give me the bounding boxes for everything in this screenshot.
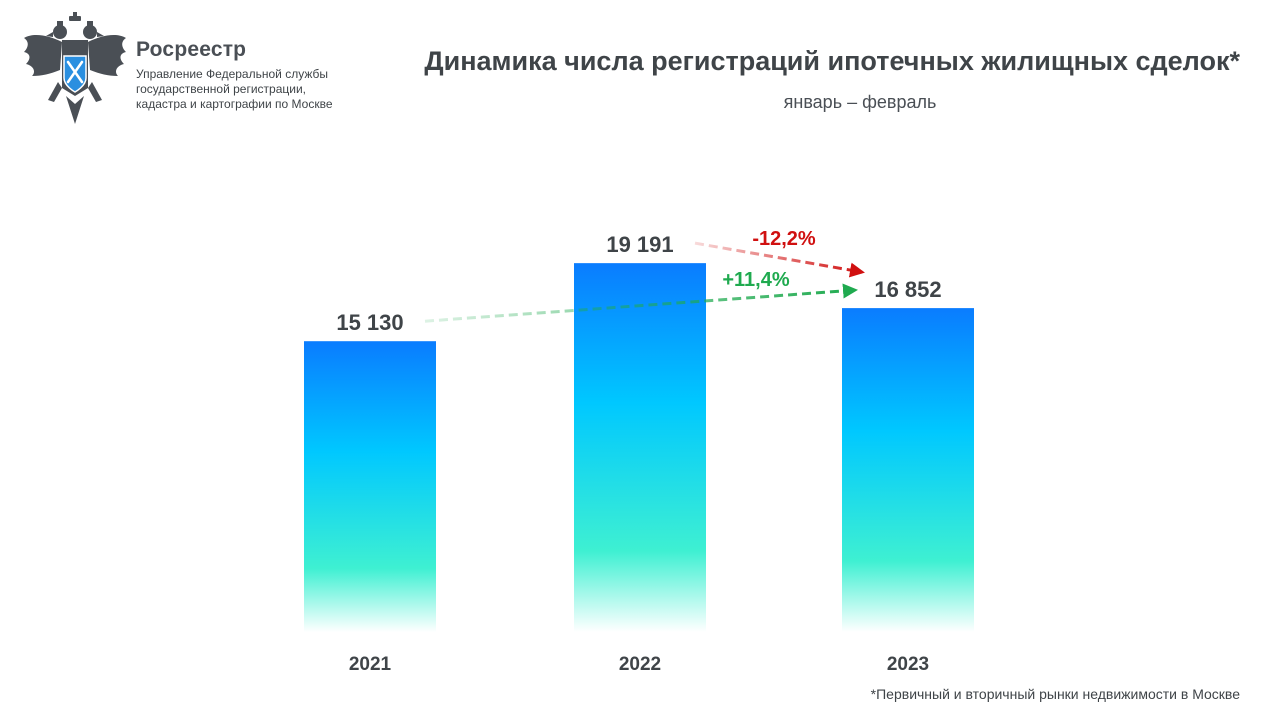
page-subtitle: январь – февраль xyxy=(783,92,937,112)
value-label-2023: 16 852 xyxy=(874,277,941,302)
value-label-2022: 19 191 xyxy=(606,232,673,257)
brand-name: Росреестр xyxy=(136,38,247,61)
brand-block: Росреестр Управление Федеральной службы … xyxy=(136,38,376,112)
rosreestr-eagle-logo xyxy=(24,12,126,124)
category-label-2021: 2021 xyxy=(349,654,392,675)
brand-line-2: государственной регистрации, xyxy=(136,82,306,96)
category-label-2022: 2022 xyxy=(619,654,661,675)
value-label-2021: 15 130 xyxy=(336,310,403,335)
brand-line-1: Управление Федеральной службы xyxy=(136,67,328,81)
category-label-2023: 2023 xyxy=(887,654,929,675)
increase-arrow xyxy=(424,283,858,323)
page-title: Динамика числа регистраций ипотечных жил… xyxy=(424,46,1240,76)
decrease-percent-label: -12,2% xyxy=(752,228,816,250)
decrease-arrow xyxy=(694,241,865,278)
increase-percent-label: +11,4% xyxy=(722,269,790,291)
bar-2022 xyxy=(574,263,706,632)
bar-2021 xyxy=(304,341,436,632)
bar-2023 xyxy=(842,308,974,632)
footnote: *Первичный и вторичный рынки недвижимост… xyxy=(870,686,1240,702)
brand-description: Управление Федеральной службы государств… xyxy=(136,67,376,112)
brand-line-3: кадастра и картографии по Москве xyxy=(136,97,333,111)
